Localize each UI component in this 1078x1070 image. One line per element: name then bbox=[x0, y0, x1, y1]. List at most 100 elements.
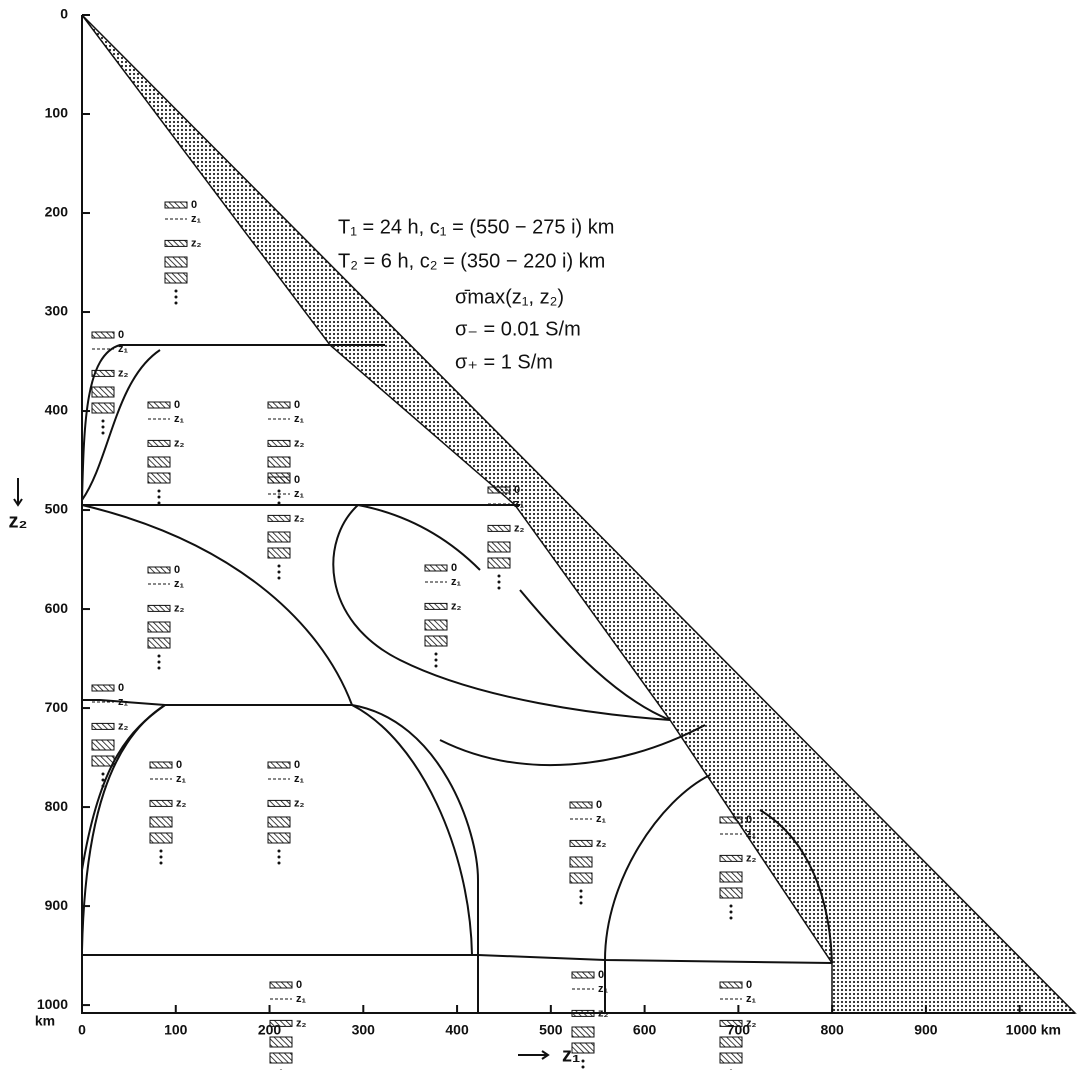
dot bbox=[579, 901, 583, 905]
boundary bbox=[519, 589, 671, 721]
column-label: 0 bbox=[296, 979, 302, 991]
boundary bbox=[332, 504, 671, 721]
layer bbox=[147, 456, 171, 468]
layer bbox=[719, 1036, 743, 1048]
layer bbox=[569, 839, 593, 847]
column-label: 0 bbox=[451, 562, 457, 574]
layer bbox=[719, 854, 743, 862]
column-label: 0 bbox=[294, 759, 300, 771]
layer bbox=[719, 816, 743, 824]
y-tick-label: 900 bbox=[45, 897, 69, 913]
column-label: 0 bbox=[514, 484, 520, 496]
dot bbox=[157, 654, 161, 658]
dot bbox=[497, 580, 501, 584]
boundary bbox=[81, 504, 353, 706]
layer bbox=[487, 524, 511, 532]
dot bbox=[159, 855, 163, 859]
layer bbox=[267, 816, 291, 828]
dot bbox=[277, 855, 281, 859]
dot bbox=[157, 501, 161, 505]
layer bbox=[267, 439, 291, 447]
layer bbox=[149, 816, 173, 828]
dot bbox=[579, 895, 583, 899]
layer bbox=[267, 832, 291, 844]
layer bbox=[91, 684, 115, 692]
layer bbox=[719, 871, 743, 883]
layer bbox=[147, 472, 171, 484]
dot bbox=[277, 501, 281, 505]
dot bbox=[157, 489, 161, 493]
layer bbox=[424, 602, 448, 610]
column-label: 0 bbox=[191, 199, 197, 211]
dot bbox=[729, 910, 733, 914]
column-label: z₂ bbox=[746, 1017, 757, 1029]
annotation: σ₊ = 1 S/m bbox=[455, 351, 553, 373]
y-tick-label: 800 bbox=[45, 798, 69, 814]
dot bbox=[581, 1059, 585, 1063]
column-label: z₁ bbox=[514, 498, 525, 510]
dot bbox=[497, 586, 501, 590]
column-label: z₂ bbox=[596, 837, 607, 849]
layer bbox=[424, 619, 448, 631]
x-tick-label: 900 bbox=[914, 1022, 938, 1038]
layer bbox=[91, 722, 115, 730]
x-arrow bbox=[518, 1050, 550, 1060]
x-tick-label: 300 bbox=[352, 1022, 376, 1038]
annotation: σ₋ = 0.01 S/m bbox=[455, 318, 581, 340]
layer bbox=[269, 981, 293, 989]
dot bbox=[729, 904, 733, 908]
layer bbox=[267, 547, 291, 559]
column-label: z₂ bbox=[294, 512, 305, 524]
column-label: z₂ bbox=[118, 720, 129, 732]
layer bbox=[147, 439, 171, 447]
layer bbox=[149, 832, 173, 844]
layer bbox=[91, 739, 115, 751]
dot bbox=[157, 660, 161, 664]
dot bbox=[101, 778, 105, 782]
layer bbox=[147, 621, 171, 633]
x-tick-label: 100 bbox=[164, 1022, 188, 1038]
column-label: 0 bbox=[118, 329, 124, 341]
column-label: z₁ bbox=[296, 993, 307, 1005]
layer bbox=[267, 456, 291, 468]
layer bbox=[164, 239, 188, 247]
column-label: z₂ bbox=[294, 797, 305, 809]
layer bbox=[91, 331, 115, 339]
layer bbox=[719, 1052, 743, 1064]
layer bbox=[267, 799, 291, 807]
y-tick-label: 600 bbox=[45, 600, 69, 616]
column-label: 0 bbox=[294, 474, 300, 486]
y-tick-label: 500 bbox=[45, 501, 69, 517]
annotation: T₂ = 6 h, c₂ = (350 − 220 i) km bbox=[338, 250, 605, 272]
column-label: 0 bbox=[746, 979, 752, 991]
column-label: 0 bbox=[294, 399, 300, 411]
layer bbox=[269, 1036, 293, 1048]
dot bbox=[581, 1065, 585, 1069]
column-label: z₂ bbox=[174, 437, 185, 449]
column-label: z₁ bbox=[596, 813, 607, 825]
layer bbox=[719, 981, 743, 989]
layer bbox=[424, 635, 448, 647]
layer bbox=[147, 566, 171, 574]
dot bbox=[729, 916, 733, 920]
boundary bbox=[82, 699, 352, 706]
boundary bbox=[81, 349, 161, 501]
column-label: z₁ bbox=[294, 773, 305, 785]
column-label: z₁ bbox=[174, 578, 185, 590]
y-tick-label: 0 bbox=[60, 6, 68, 22]
y-tick-label: 200 bbox=[45, 204, 69, 220]
dot bbox=[434, 664, 438, 668]
column-label: z₂ bbox=[176, 797, 187, 809]
column-label: 0 bbox=[176, 759, 182, 771]
boundary bbox=[357, 504, 481, 571]
layer bbox=[267, 401, 291, 409]
y-tick-label: 700 bbox=[45, 699, 69, 715]
column-label: z₂ bbox=[451, 600, 462, 612]
x-tick-label: 0 bbox=[78, 1022, 86, 1038]
layer bbox=[569, 856, 593, 868]
column-label: z₂ bbox=[294, 437, 305, 449]
layer bbox=[719, 1019, 743, 1027]
layer bbox=[164, 272, 188, 284]
dot bbox=[157, 666, 161, 670]
